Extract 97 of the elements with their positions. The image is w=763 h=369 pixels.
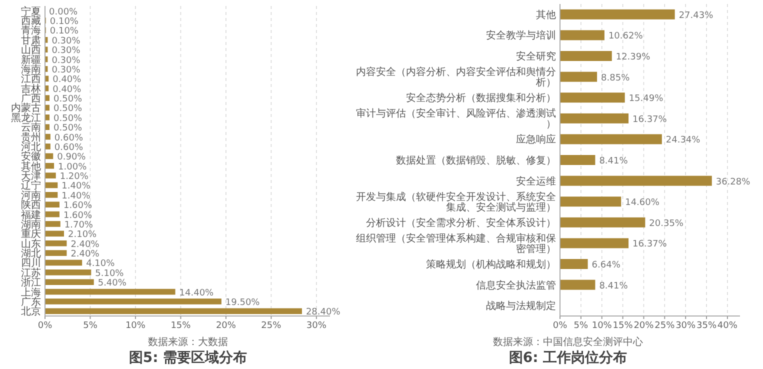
data-label: 0.00% xyxy=(49,7,78,18)
y-tick-label: 重庆 xyxy=(21,228,41,240)
x-tick-label: 15% xyxy=(612,321,634,331)
x-tick-label: 25% xyxy=(654,321,676,331)
y-tick-label: 福建 xyxy=(21,208,41,221)
data-label: 12.39% xyxy=(616,52,651,62)
data-label: 2.40% xyxy=(70,250,100,260)
y-tick-label: 信息安全执法监管 xyxy=(476,279,556,292)
data-label: 1.00% xyxy=(58,162,88,172)
data-label: 0.50% xyxy=(54,94,83,105)
data-label: 0.30% xyxy=(52,65,81,76)
data-label: 2.40% xyxy=(70,240,100,250)
source-note: 数据来源：大数据 xyxy=(148,336,228,348)
x-tick-label: 0% xyxy=(38,321,53,331)
data-label: 8.41% xyxy=(599,156,628,166)
y-tick-label: 甘肃 xyxy=(21,34,41,46)
y-tick-label: 战略与法规制定 xyxy=(486,300,556,312)
y-tick-label: 江西 xyxy=(21,73,41,86)
data-label: 0.60% xyxy=(54,142,84,153)
x-tick-label: 20% xyxy=(216,321,236,331)
data-label: 16.37% xyxy=(632,240,668,250)
y-tick-label: 其他 xyxy=(21,160,41,172)
x-tick-label: 10% xyxy=(125,321,146,331)
data-label: 36.28% xyxy=(716,177,751,188)
data-label: 14.60% xyxy=(625,198,660,208)
data-label: 27.43% xyxy=(678,10,714,21)
data-label: 0.40% xyxy=(52,84,82,95)
x-tick-label: 10% xyxy=(592,321,612,331)
data-label: 1.70% xyxy=(64,220,94,230)
data-label: 8.85% xyxy=(601,73,630,84)
y-tick-label: 安全运维 xyxy=(516,175,556,188)
data-label: 0.50% xyxy=(54,114,83,124)
data-label: 4.10% xyxy=(86,259,116,270)
y-tick-label: 吉林 xyxy=(21,82,41,95)
y-tick-label: 数据处置（数据销毁、脱敏、修复） xyxy=(396,154,556,166)
data-label: 0.60% xyxy=(54,133,84,144)
y-tick-label: 其他 xyxy=(536,8,556,21)
x-tick-label: 25% xyxy=(261,321,282,331)
data-label: 0.10% xyxy=(50,17,79,28)
data-label: 28.40% xyxy=(306,308,341,318)
data-label: 8.41% xyxy=(599,281,628,292)
y-tick-label: 开发与集成（软硬件安全开发设计、系统安全集成、安全测试与监理） xyxy=(356,190,556,214)
y-tick-label: 安全研究 xyxy=(516,50,556,62)
data-label: 15.49% xyxy=(628,94,664,104)
data-label: 14.40% xyxy=(179,288,214,298)
y-tick-label: 北京 xyxy=(21,306,41,318)
data-label: 1.60% xyxy=(63,210,93,221)
data-label: 5.40% xyxy=(98,278,127,289)
y-tick-label: 山东 xyxy=(21,238,41,250)
data-label: 0.30% xyxy=(52,36,81,46)
data-label: 0.30% xyxy=(52,46,81,56)
x-tick-label: 5% xyxy=(83,321,98,331)
data-label: 20.35% xyxy=(649,218,684,229)
data-label: 19.50% xyxy=(225,298,260,308)
data-label: 6.64% xyxy=(592,260,621,270)
data-label: 0.50% xyxy=(54,104,83,114)
y-tick-label: 宁夏 xyxy=(21,5,41,18)
source-note: 数据来源：中国信息安全测评中心 xyxy=(493,336,643,348)
data-label: 0.10% xyxy=(50,26,79,37)
text: 图5: 需要区域分布 xyxy=(128,350,248,366)
x-tick-label: 0% xyxy=(552,321,568,331)
y-tick-label: 河北 xyxy=(21,140,41,153)
y-tick-label: 分析设计（安全需求分析、安全体系设计） xyxy=(366,216,556,229)
x-tick-label: 40% xyxy=(717,321,738,331)
x-tick-label: 35% xyxy=(696,321,717,331)
x-tick-label: 30% xyxy=(306,321,327,331)
y-tick-label: 安全态势分析（数据搜集和分析） xyxy=(406,92,556,104)
y-tick-label: 内容安全（内容分析、内容安全评估和舆情分析） xyxy=(356,66,556,89)
y-tick-label: 应急响应 xyxy=(516,134,556,146)
data-label: 0.40% xyxy=(52,75,82,86)
data-label: 1.60% xyxy=(63,201,93,212)
text: 图6: 工作岗位分布 xyxy=(508,350,628,366)
y-tick-label: 新疆 xyxy=(21,54,41,66)
data-label: 10.62% xyxy=(608,32,644,42)
y-tick-label: 浙江 xyxy=(21,276,41,289)
data-label: 0.90% xyxy=(57,152,86,163)
y-tick-label: 贵州 xyxy=(21,131,41,144)
data-label: 0.30% xyxy=(52,56,81,66)
x-tick-label: 5% xyxy=(574,321,589,331)
y-tick-label: 审计与评估（安全审计、风险评估、渗透测试） xyxy=(356,108,556,130)
y-tick-label: 河南 xyxy=(21,189,41,202)
data-label: 1.40% xyxy=(62,182,91,192)
y-tick-label: 湖南 xyxy=(21,218,41,230)
data-label: 16.37% xyxy=(632,114,668,125)
data-label: 2.10% xyxy=(68,230,98,240)
y-tick-label: 组织管理（安全管理体系构建、合规审核和保密管理） xyxy=(356,232,556,255)
x-tick-label: 15% xyxy=(170,321,192,331)
data-label: 0.50% xyxy=(54,124,83,134)
data-label: 5.10% xyxy=(95,268,124,279)
y-tick-label: 海南 xyxy=(21,63,41,76)
y-tick-label: 安全教学与培训 xyxy=(486,30,556,42)
x-tick-label: 20% xyxy=(634,321,654,331)
data-label: 1.20% xyxy=(60,172,89,182)
x-tick-label: 30% xyxy=(676,321,696,331)
data-label: 1.40% xyxy=(62,191,91,202)
y-tick-label: 策略规划（机构战略和规划） xyxy=(426,258,556,270)
data-label: 24.34% xyxy=(666,136,701,146)
